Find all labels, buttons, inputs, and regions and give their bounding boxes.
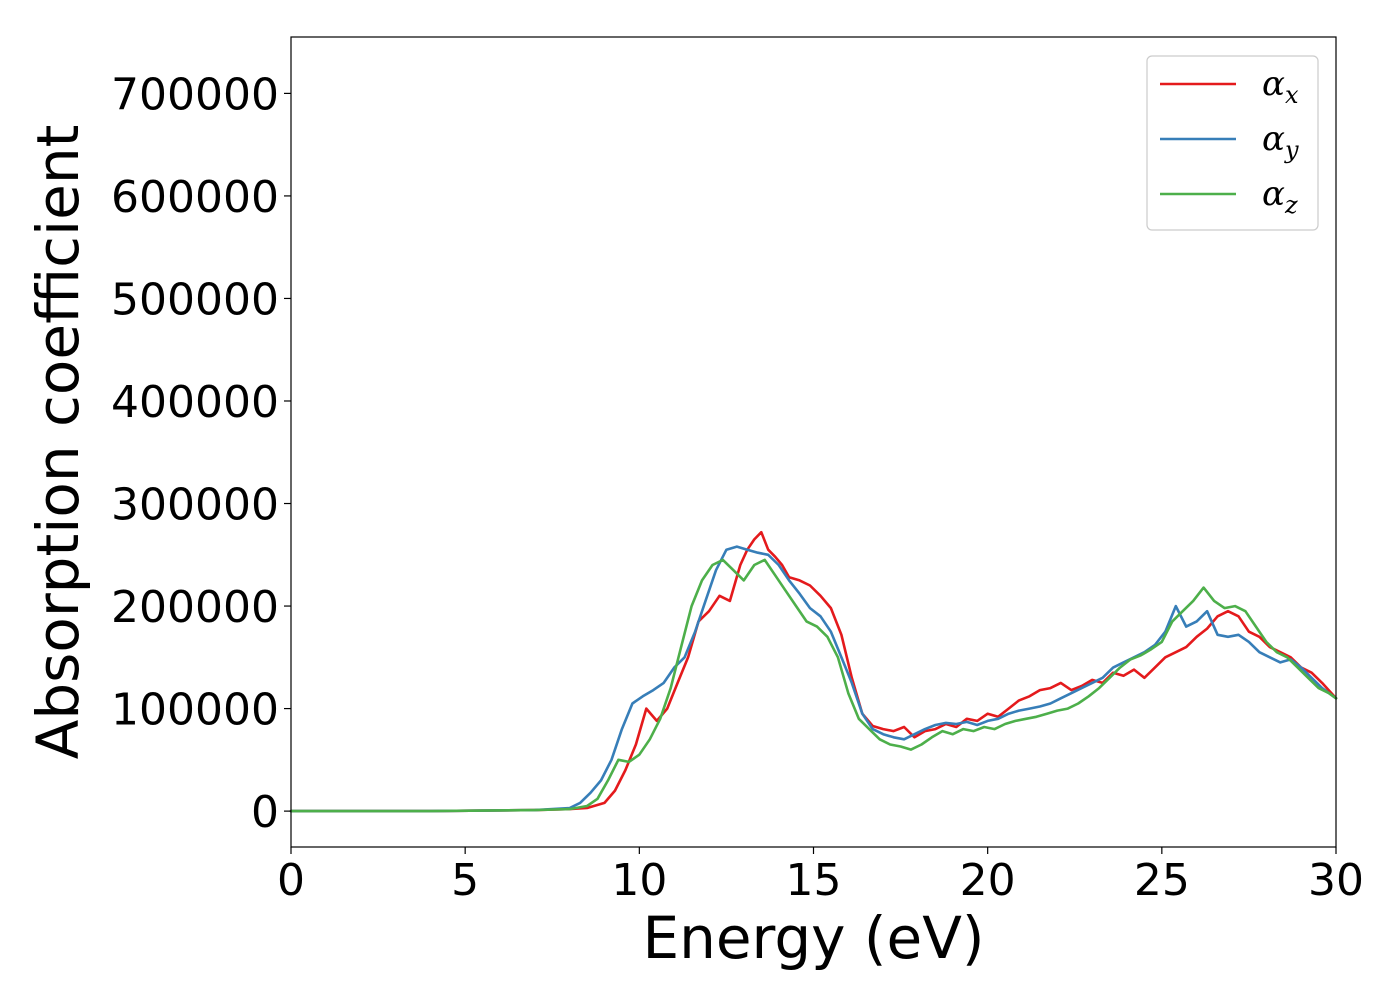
y-axis-title: Absorption coefficient xyxy=(24,125,92,760)
series-layer xyxy=(289,530,1338,813)
x-tick-label: 20 xyxy=(960,855,1016,906)
series-line-alpha-y xyxy=(289,545,1338,813)
legend-label-x: αx xyxy=(1262,64,1299,109)
x-tick-label: 30 xyxy=(1308,855,1364,906)
y-tick-label: 700000 xyxy=(111,69,279,120)
y-axis-ticks: 0 100000 200000 300000 400000 500000 600000 700… xyxy=(111,69,291,838)
y-tick-label: 300000 xyxy=(111,480,279,531)
x-tick-label: 25 xyxy=(1134,855,1190,906)
legend-label-y: αy xyxy=(1262,119,1299,164)
y-tick-label: 600000 xyxy=(111,172,279,223)
x-axis-title: Energy (eV) xyxy=(642,904,984,972)
x-axis-ticks: 0 5 10 15 20 25 30 xyxy=(277,847,1364,906)
legend-box xyxy=(1146,55,1319,231)
y-tick-label: 400000 xyxy=(111,377,279,428)
y-tick-label: 500000 xyxy=(111,274,279,325)
x-tick-label: 5 xyxy=(451,855,479,906)
y-tick-label: 200000 xyxy=(111,582,279,633)
y-tick-label: 100000 xyxy=(111,685,279,736)
y-tick-label: 0 xyxy=(251,787,279,838)
series-line-alpha-x xyxy=(289,530,1338,813)
legend-label-z: αz xyxy=(1262,174,1298,219)
series-line-alpha-z xyxy=(289,558,1338,813)
legend: αx αy αz xyxy=(1146,55,1319,231)
x-tick-label: 15 xyxy=(786,855,842,906)
x-tick-label: 10 xyxy=(611,855,667,906)
x-tick-label: 0 xyxy=(277,855,305,906)
